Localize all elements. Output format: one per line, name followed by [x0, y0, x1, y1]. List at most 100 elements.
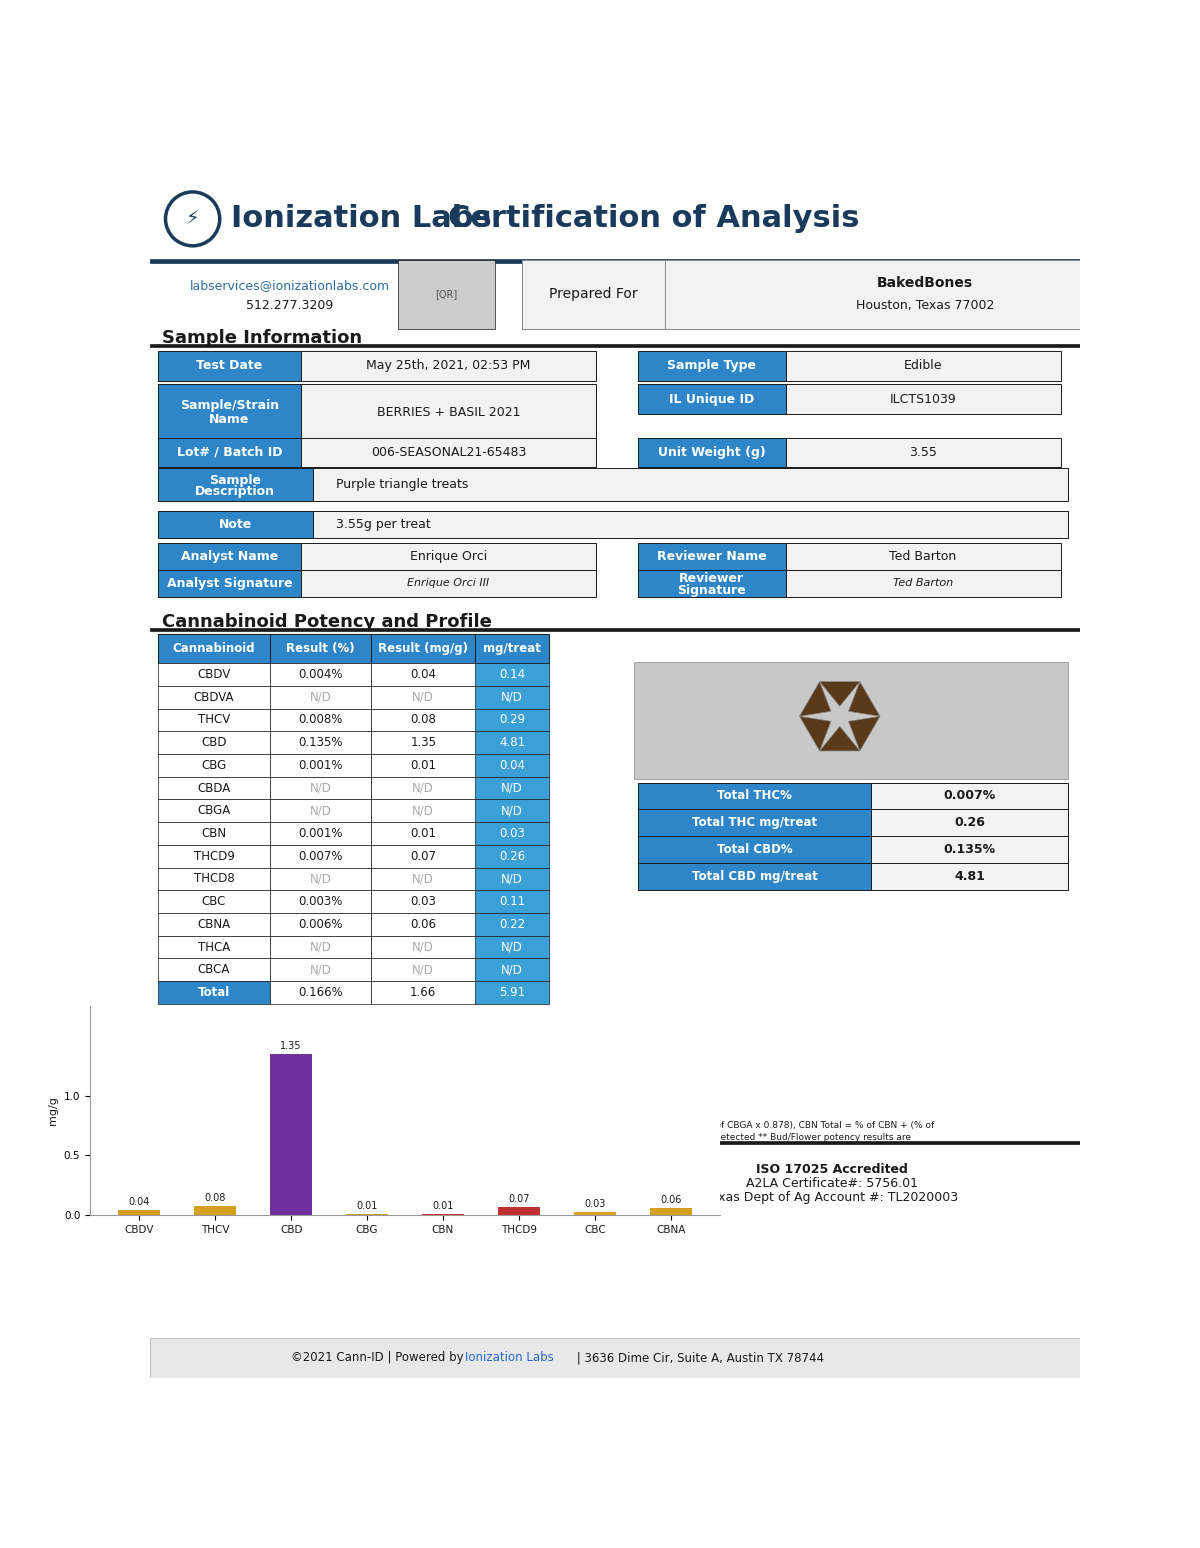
Bar — [270, 633, 371, 663]
Bar — [157, 799, 270, 822]
Polygon shape — [820, 726, 860, 751]
Bar — [371, 799, 475, 822]
Bar — [638, 351, 786, 381]
Text: Analyst Signature: Analyst Signature — [167, 577, 293, 590]
Text: CBC: CBC — [202, 895, 226, 909]
Bar — [475, 867, 550, 890]
Bar — [270, 754, 371, 777]
Bar — [786, 351, 1061, 381]
Text: N/D: N/D — [310, 782, 331, 794]
Text: 0.04: 0.04 — [499, 759, 526, 772]
Text: 1.35: 1.35 — [410, 737, 436, 749]
Bar — [157, 633, 270, 663]
Text: Edible: Edible — [904, 359, 942, 373]
Text: N/D: N/D — [413, 873, 434, 885]
Text: 0.06: 0.06 — [660, 1195, 682, 1204]
Text: N/D: N/D — [310, 873, 331, 885]
Bar — [371, 686, 475, 709]
Text: 0.001%: 0.001% — [299, 759, 343, 772]
Bar — [574, 1212, 616, 1215]
Bar — [475, 731, 550, 754]
Text: N/D: N/D — [502, 805, 523, 817]
Bar — [371, 731, 475, 754]
Bar — [301, 438, 595, 467]
Text: Ted Barton: Ted Barton — [893, 579, 953, 588]
Text: 0.07: 0.07 — [410, 850, 436, 862]
Text: 0.004%: 0.004% — [299, 669, 343, 681]
Text: Certification of Analysis: Certification of Analysis — [448, 204, 859, 234]
Text: BERRIES + BASIL 2021: BERRIES + BASIL 2021 — [377, 406, 520, 418]
Text: 0.003%: 0.003% — [299, 895, 343, 909]
Text: Signature: Signature — [678, 584, 746, 598]
Bar — [157, 981, 270, 1005]
Text: THCD9: THCD9 — [193, 850, 234, 862]
Text: 0.03: 0.03 — [499, 827, 526, 841]
Bar — [475, 777, 550, 799]
Text: N/D: N/D — [502, 782, 523, 794]
Text: N/D: N/D — [310, 690, 331, 704]
Text: ⚡: ⚡ — [186, 209, 199, 229]
Text: 0.007%: 0.007% — [299, 850, 343, 862]
Text: Ionization Labs warrants that all analytical work is conducted in accordance wit: Ionization Labs warrants that all analyt… — [157, 1178, 568, 1189]
Text: 3.55g per treat: 3.55g per treat — [336, 519, 431, 531]
Bar — [301, 351, 595, 381]
Bar — [157, 777, 270, 799]
Bar — [270, 663, 371, 686]
Text: 0.04: 0.04 — [128, 1198, 150, 1207]
Bar — [786, 543, 1061, 570]
Bar — [475, 935, 550, 958]
Text: N/D: N/D — [413, 690, 434, 704]
Bar — [638, 438, 786, 467]
Bar — [150, 628, 1080, 632]
Text: Total: Total — [198, 986, 230, 998]
Text: Prepared For: Prepared For — [548, 288, 637, 302]
Text: 5.91: 5.91 — [499, 986, 526, 998]
Bar — [157, 845, 270, 867]
Bar — [270, 913, 371, 935]
Text: Enrique Orci III: Enrique Orci III — [407, 579, 490, 588]
Bar — [871, 810, 1068, 836]
Bar — [371, 890, 475, 913]
Bar — [371, 935, 475, 958]
Text: THC Total = % of THCD9 + (% of THCA x 0.877), CBD Total = % of CBD + (% of CBDA : THC Total = % of THCD9 + (% of THCA x 0.… — [157, 1121, 934, 1130]
Bar — [157, 731, 270, 754]
Text: 0.22: 0.22 — [499, 918, 526, 930]
Text: 4.81: 4.81 — [954, 870, 985, 884]
Text: Sample: Sample — [209, 474, 262, 486]
Text: 006-SEASONAL21-65483: 006-SEASONAL21-65483 — [371, 446, 526, 458]
Text: Name: Name — [209, 413, 250, 426]
Text: 0.135%: 0.135% — [943, 844, 996, 856]
Bar — [475, 913, 550, 935]
Text: 0.03: 0.03 — [410, 895, 436, 909]
Text: 0.135%: 0.135% — [299, 737, 343, 749]
Text: CBN: CBN — [202, 827, 227, 841]
Bar — [157, 438, 301, 467]
Text: 0.04: 0.04 — [410, 669, 436, 681]
Text: Total CBD mg/treat: Total CBD mg/treat — [691, 870, 817, 884]
Text: Total CBD%: Total CBD% — [716, 844, 792, 856]
Text: CBDV: CBDV — [197, 669, 230, 681]
Text: [QR]: [QR] — [436, 289, 457, 299]
Text: N/D: N/D — [413, 941, 434, 954]
Bar — [270, 777, 371, 799]
Bar — [157, 543, 301, 570]
Bar — [638, 384, 786, 413]
Text: ©2021 Cann-ID | Powered by: ©2021 Cann-ID | Powered by — [292, 1351, 468, 1364]
Bar — [475, 686, 550, 709]
Bar — [270, 845, 371, 867]
Bar — [150, 1141, 1080, 1144]
Text: Analyst Name: Analyst Name — [181, 550, 278, 563]
Text: N/D: N/D — [310, 805, 331, 817]
Bar — [270, 935, 371, 958]
Bar — [398, 260, 494, 330]
Text: 0.29: 0.29 — [499, 714, 526, 726]
Bar — [371, 633, 475, 663]
Text: presented on a dry weight basis: presented on a dry weight basis — [157, 1146, 304, 1155]
Text: Ionization Labs: Ionization Labs — [464, 1351, 553, 1364]
Text: 0.26: 0.26 — [499, 850, 526, 862]
Bar — [638, 864, 871, 890]
Bar — [157, 867, 270, 890]
Bar — [638, 543, 786, 570]
Y-axis label: mg/g: mg/g — [48, 1096, 59, 1125]
Text: CBD: CBD — [202, 737, 227, 749]
